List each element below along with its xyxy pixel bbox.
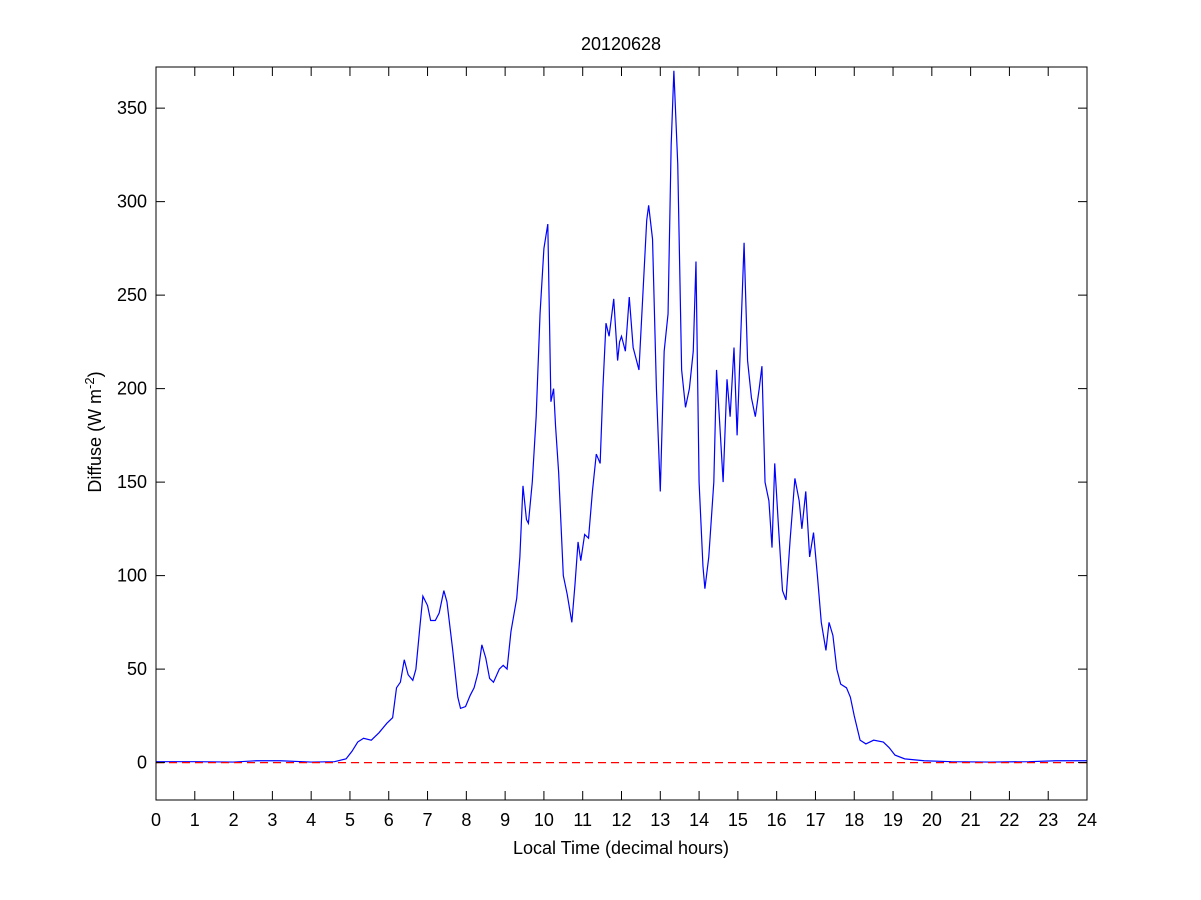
x-tick-label: 10 (534, 810, 554, 830)
x-tick-label: 13 (650, 810, 670, 830)
x-tick-label: 9 (500, 810, 510, 830)
y-tick-label: 100 (117, 566, 147, 586)
x-tick-label: 0 (151, 810, 161, 830)
x-tick-label: 3 (267, 810, 277, 830)
x-tick-label: 16 (767, 810, 787, 830)
x-tick-label: 1 (190, 810, 200, 830)
x-tick-label: 21 (961, 810, 981, 830)
x-tick-label: 12 (611, 810, 631, 830)
x-tick-label: 19 (883, 810, 903, 830)
y-tick-label: 250 (117, 285, 147, 305)
x-tick-label: 15 (728, 810, 748, 830)
y-tick-label: 150 (117, 472, 147, 492)
y-tick-label: 0 (137, 753, 147, 773)
x-tick-label: 7 (423, 810, 433, 830)
y-label-suffix: ) (85, 371, 105, 377)
y-label-superscript: -2 (82, 377, 97, 389)
x-tick-label: 8 (461, 810, 471, 830)
x-tick-label: 22 (999, 810, 1019, 830)
y-tick-label: 200 (117, 379, 147, 399)
chart-title: 20120628 (581, 34, 661, 54)
y-label-text: Diffuse (W m (85, 389, 105, 493)
x-tick-label: 24 (1077, 810, 1097, 830)
y-tick-label: 300 (117, 192, 147, 212)
y-axis-label: Diffuse (W m-2) (82, 371, 105, 492)
x-tick-label: 17 (805, 810, 825, 830)
x-tick-label: 2 (229, 810, 239, 830)
x-tick-label: 4 (306, 810, 316, 830)
y-tick-label: 50 (127, 659, 147, 679)
x-tick-label: 20 (922, 810, 942, 830)
x-axis-label: Local Time (decimal hours) (513, 838, 729, 858)
x-tick-label: 11 (573, 810, 592, 830)
data-line (156, 70, 1087, 763)
x-tick-label: 18 (844, 810, 864, 830)
x-tick-label: 5 (345, 810, 355, 830)
x-tick-label: 6 (384, 810, 394, 830)
x-tick-label: 23 (1038, 810, 1058, 830)
x-tick-label: 14 (689, 810, 709, 830)
y-tick-label: 350 (117, 98, 147, 118)
